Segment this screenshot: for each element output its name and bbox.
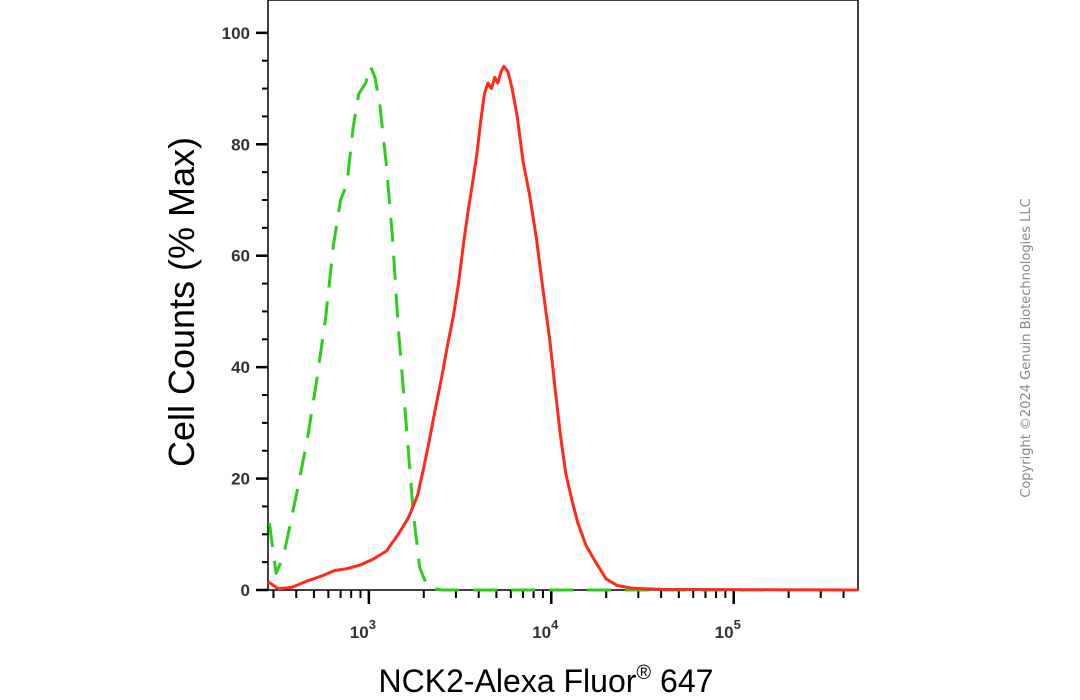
x-axis-title: NCK2-Alexa Fluor® 647 (379, 662, 714, 699)
y-axis-title: Cell Counts (% Max) (161, 137, 202, 467)
y-axis-ticks: 0 20 40 60 80 100 (222, 24, 268, 600)
y-tick-label: 100 (222, 24, 250, 43)
x-axis-ticks: 103 104 105 (272, 590, 845, 642)
y-tick-label: 80 (231, 135, 250, 154)
x-axis-title-suffix: 647 (651, 663, 713, 699)
series-line-2 (267, 64, 859, 592)
y-tick-label: 60 (231, 247, 250, 266)
copyright-watermark: Copyright ©2024 Genuin Biotechnologies L… (1019, 198, 1034, 497)
x-axis-title-registered: ® (636, 662, 651, 684)
y-tick-label: 0 (241, 581, 250, 600)
plot-frame (267, 0, 859, 591)
series-line-1 (267, 64, 858, 592)
x-tick-label: 103 (350, 617, 376, 642)
y-tick-label: 40 (231, 358, 250, 377)
x-tick-label: 105 (715, 617, 741, 642)
x-axis-title-main: NCK2-Alexa Fluor (379, 663, 637, 699)
y-tick-label: 20 (231, 470, 250, 489)
series-layer (267, 64, 859, 592)
plot-area (267, 0, 859, 592)
x-tick-label: 104 (532, 617, 559, 642)
